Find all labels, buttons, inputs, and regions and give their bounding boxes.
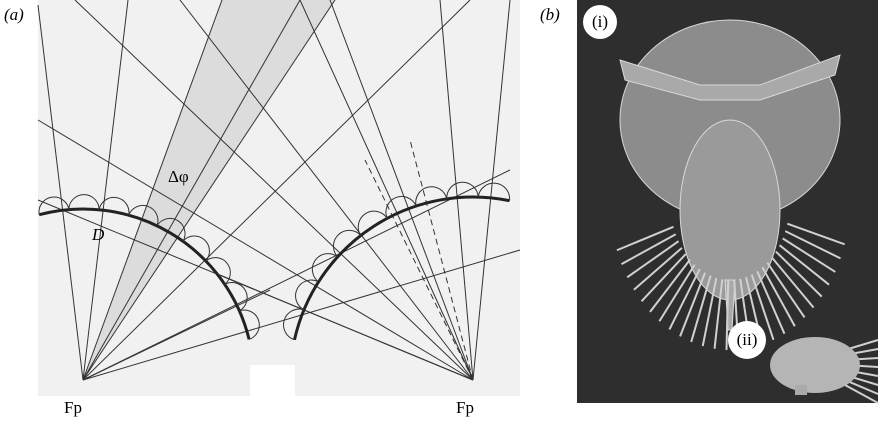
- ray: [82, 0, 223, 381]
- spine: [640, 253, 687, 303]
- small-body: [795, 385, 807, 395]
- arcs: [38, 181, 511, 341]
- spine: [621, 233, 677, 265]
- spine: [756, 270, 786, 335]
- lens-facet: [357, 210, 388, 236]
- ray: [82, 0, 129, 381]
- spine: [690, 275, 712, 343]
- ray: [329, 0, 474, 381]
- lens-facet: [446, 181, 479, 199]
- spine: [782, 237, 836, 273]
- focal-left: Fp: [64, 398, 82, 417]
- receptor-arc: [38, 207, 251, 340]
- spine: [649, 259, 691, 313]
- ray: [82, 289, 271, 381]
- lens-facet: [333, 229, 362, 258]
- spine: [771, 256, 815, 309]
- spine: [761, 266, 796, 327]
- ray: [439, 0, 474, 381]
- ray-lines: [37, 0, 521, 381]
- badge-i: [583, 5, 617, 39]
- spine: [778, 244, 830, 286]
- creature-ii: [770, 337, 860, 395]
- spine: [784, 230, 841, 260]
- lens-facet: [205, 257, 231, 285]
- badge-ii: [728, 321, 766, 359]
- spine: [775, 250, 823, 298]
- lens-facet: [128, 205, 159, 227]
- lens-facet: [98, 197, 130, 216]
- angle-label: Δφ: [168, 167, 189, 186]
- lens-facet: [295, 279, 319, 311]
- spine: [750, 274, 775, 341]
- gap: [250, 365, 295, 396]
- lens-facet: [283, 308, 305, 341]
- panel-a-label: (a): [4, 5, 24, 24]
- lens-facet: [415, 186, 448, 207]
- spine: [766, 262, 806, 319]
- lens-facet: [224, 282, 248, 312]
- dashed-ray: [409, 139, 474, 381]
- ray: [472, 0, 511, 381]
- spine: [679, 272, 706, 337]
- ray: [299, 0, 474, 381]
- lens-facet: [385, 196, 417, 219]
- lens-facet: [156, 217, 186, 242]
- lens-facet: [477, 182, 511, 201]
- spine: [633, 247, 683, 291]
- ray: [179, 0, 474, 381]
- diameter-label: D: [91, 225, 105, 244]
- lens-facet: [182, 235, 210, 262]
- ray: [74, 0, 474, 381]
- small-carapace: [770, 337, 860, 393]
- dashed-ray: [364, 159, 474, 381]
- spine: [668, 268, 701, 330]
- small-spine: [844, 379, 879, 395]
- lens-facet: [38, 196, 70, 215]
- ray: [82, 0, 336, 381]
- focal-right: Fp: [456, 398, 474, 417]
- sub-label-i: (i): [592, 12, 608, 31]
- creature-i: [619, 19, 841, 331]
- lens-facet: [311, 253, 338, 283]
- ray: [219, 274, 474, 381]
- lens-facet: [239, 309, 260, 340]
- small-spine: [844, 384, 879, 404]
- ray: [37, 119, 474, 381]
- panel-b-label: (b): [540, 5, 560, 24]
- ray: [82, 0, 301, 381]
- spine: [626, 240, 680, 279]
- receptor-arc: [293, 195, 510, 341]
- spine: [658, 264, 696, 322]
- ray: [82, 0, 471, 381]
- spine: [725, 279, 730, 350]
- spine: [713, 279, 724, 349]
- spine: [616, 225, 674, 252]
- ray: [37, 4, 84, 381]
- spine: [701, 277, 718, 347]
- antennae: [619, 54, 841, 101]
- spine: [786, 222, 845, 246]
- lens-facet: [68, 194, 100, 210]
- sub-label-ii: (ii): [737, 330, 758, 349]
